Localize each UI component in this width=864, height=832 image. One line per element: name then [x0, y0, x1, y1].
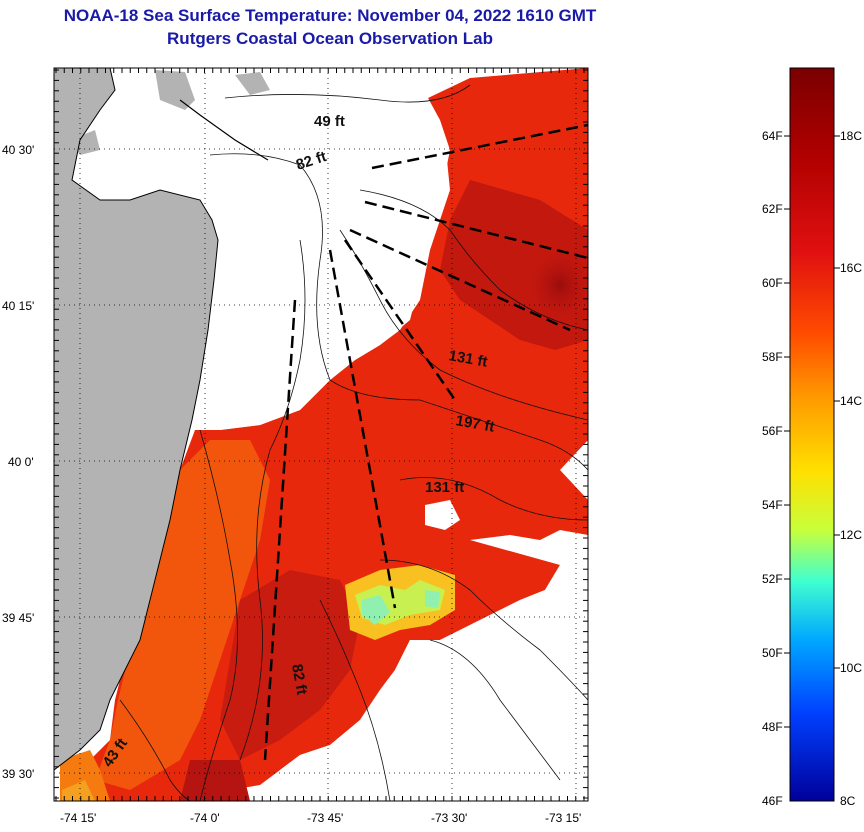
- lat-tick-label: 40 15': [2, 299, 34, 313]
- depth-label: 131 ft: [447, 347, 489, 371]
- depth-label: 131 ft: [425, 479, 464, 496]
- depth-label: 49 ft: [314, 113, 345, 130]
- lat-tick-label: 39 45': [2, 611, 34, 625]
- colorbar-c-label: 16C: [840, 261, 862, 275]
- colorbar-ramp: [789, 67, 835, 802]
- colorbar-c-label: 18C: [840, 129, 862, 143]
- depth-contours: [119, 84, 588, 801]
- lat-tick-label: 40 0': [8, 455, 34, 469]
- frame-ticks: [54, 68, 588, 801]
- map-title: NOAA-18 Sea Surface Temperature: Novembe…: [63, 6, 597, 25]
- lon-axis: -74 15' -74 0' -73 45' -73 30' -73 15': [60, 811, 581, 825]
- lon-tick-label: -73 30': [431, 811, 467, 825]
- colorbar-f-label: 64F: [762, 129, 783, 143]
- map-layers: [54, 68, 588, 801]
- colorbar-f-label: 58F: [762, 350, 783, 364]
- colorbar-c-label: 12C: [840, 528, 862, 542]
- colorbar-ticks: [784, 135, 840, 728]
- lon-tick-label: -74 15': [60, 811, 96, 825]
- map-subtitle: Rutgers Coastal Ocean Observation Lab: [167, 29, 493, 48]
- colorbar-f-label: 50F: [762, 646, 783, 660]
- lon-tick-label: -74 0': [190, 811, 220, 825]
- colorbar-f-label: 56F: [762, 424, 783, 438]
- colorbar-c-label: 10C: [840, 661, 862, 675]
- colorbar-c-label: 8C: [840, 794, 856, 808]
- colorbar-c-labels: 18C 16C 14C 12C 10C 8C: [840, 129, 862, 808]
- nodata-cloud-north: [180, 68, 470, 430]
- colorbar-f-label: 52F: [762, 572, 783, 586]
- colorbar-f-label: 54F: [762, 498, 783, 512]
- colorbar: 64F 62F 60F 58F 56F 54F 52F 50F 48F 46F …: [762, 67, 862, 808]
- colorbar-f-labels: 64F 62F 60F 58F 56F 54F 52F 50F 48F 46F: [762, 129, 783, 808]
- depth-label: 82 ft: [288, 663, 310, 696]
- land-new-jersey: [54, 68, 218, 770]
- lon-tick-label: -73 45': [307, 811, 343, 825]
- lon-tick-label: -73 15': [545, 811, 581, 825]
- colorbar-f-label: 46F: [762, 794, 783, 808]
- colorbar-c-label: 14C: [840, 394, 862, 408]
- coastline: [54, 68, 219, 771]
- graticule: [54, 68, 588, 801]
- colorbar-f-label: 62F: [762, 202, 783, 216]
- lat-tick-label: 40 30': [2, 143, 34, 157]
- lat-axis: 40 30' 40 15' 40 0' 39 45' 39 30': [2, 143, 34, 781]
- sst-orange-band: [95, 440, 270, 790]
- colorbar-f-label: 60F: [762, 276, 783, 290]
- sst-south-core: [220, 570, 360, 760]
- lat-tick-label: 39 30': [2, 767, 34, 781]
- colorbar-f-label: 48F: [762, 720, 783, 734]
- depth-label: 197 ft: [454, 412, 496, 436]
- transect-lines: [263, 123, 588, 761]
